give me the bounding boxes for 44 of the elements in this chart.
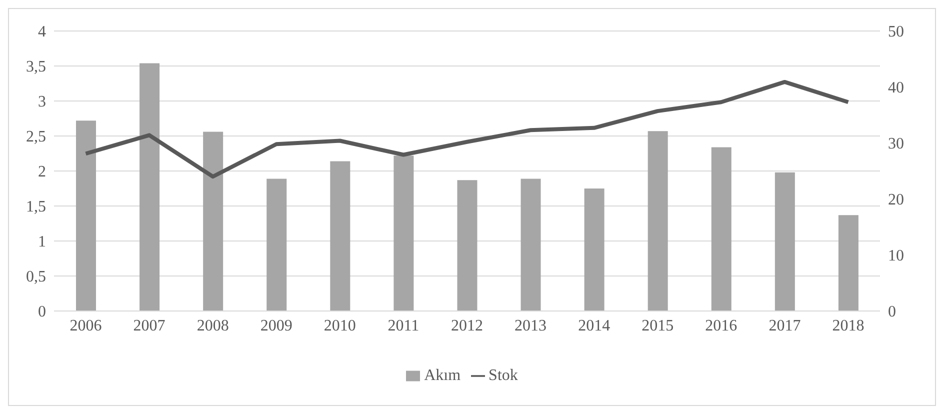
x-tick-label: 2010	[324, 317, 356, 334]
x-tick-label: 2016	[705, 317, 738, 334]
x-tick-label: 2007	[133, 317, 166, 334]
x-tick-label: 2006	[70, 317, 102, 334]
y2-tick-label: 50	[888, 24, 904, 41]
bar	[584, 188, 604, 311]
x-tick-label: 2009	[260, 317, 292, 334]
bar	[774, 172, 795, 311]
y-tick-label: 3,5	[26, 58, 46, 76]
bar	[648, 131, 668, 311]
y-tick-label: 0,5	[26, 268, 46, 286]
bar	[203, 132, 224, 311]
bar	[457, 180, 478, 311]
y2-tick-label: 10	[888, 248, 904, 265]
y2-tick-label: 40	[888, 80, 904, 97]
x-tick-label: 2017	[768, 317, 801, 334]
bar	[76, 120, 96, 311]
y2-tick-label: 20	[888, 192, 904, 209]
bar	[838, 215, 858, 311]
y-tick-label: 3	[38, 94, 46, 111]
x-tick-label: 2014	[578, 317, 610, 334]
bar	[711, 147, 732, 311]
y-tick-label: 4	[38, 24, 46, 41]
y-tick-label: 0	[38, 304, 46, 321]
x-tick-label: 2011	[388, 317, 420, 334]
y-tick-label: 2,5	[26, 128, 46, 146]
x-tick-label: 2012	[451, 317, 483, 334]
x-tick-label: 2013	[514, 317, 547, 334]
x-tick-label: 2018	[832, 317, 864, 334]
legend-label: Stok	[488, 367, 518, 384]
line-series	[84, 80, 850, 179]
bar	[330, 161, 350, 311]
bar	[266, 178, 287, 311]
legend-label: Akım	[424, 367, 461, 384]
x-tick-label: 2015	[642, 317, 674, 334]
y-tick-label: 2	[38, 164, 46, 181]
bar	[140, 63, 160, 311]
y2-tick-label: 0	[888, 304, 896, 321]
x-tick-label: 2008	[196, 317, 229, 334]
y2-tick-label: 30	[888, 136, 904, 153]
bar	[520, 178, 541, 311]
bar	[394, 156, 414, 311]
y-tick-label: 1,5	[26, 198, 46, 216]
y-tick-label: 1	[38, 234, 46, 251]
